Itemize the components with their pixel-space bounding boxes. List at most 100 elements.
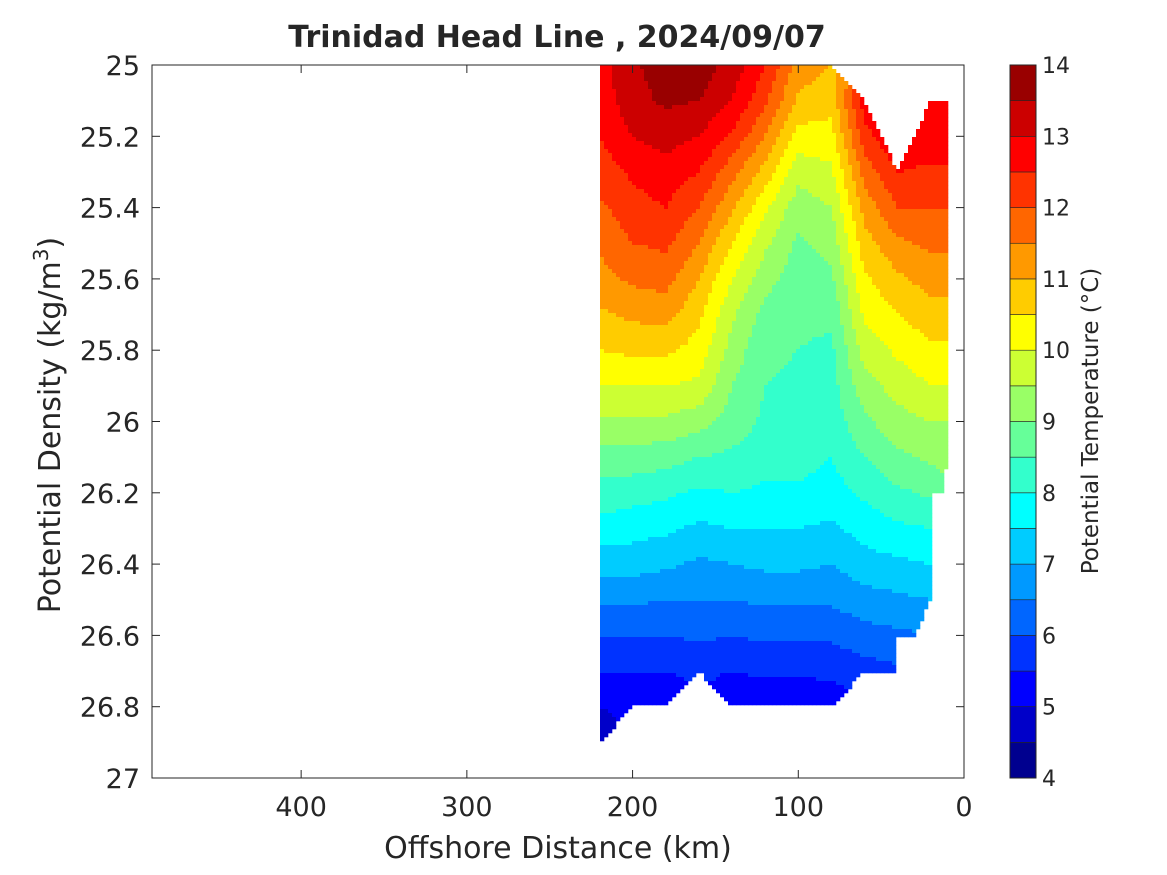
contour-cell: [612, 721, 617, 726]
contour-cell: [684, 493, 689, 498]
contour-cell: [656, 701, 661, 706]
contour-cell: [672, 329, 677, 334]
contour-cell: [616, 137, 621, 142]
contour-cell: [608, 193, 613, 198]
contour-cell: [620, 137, 625, 142]
contour-cell: [692, 553, 697, 558]
contour-cell: [720, 81, 725, 86]
contour-cell: [644, 369, 649, 374]
contour-cell: [608, 449, 613, 454]
contour-cell: [672, 653, 677, 658]
contour-cell: [656, 589, 661, 594]
contour-cell: [604, 649, 609, 654]
contour-cell: [616, 617, 621, 622]
contour-cell: [640, 341, 645, 346]
contour-cell: [616, 273, 621, 278]
contour-cell: [636, 329, 641, 334]
contour-cell: [636, 349, 641, 354]
contour-cell: [656, 321, 661, 326]
contour-cell: [624, 173, 629, 178]
contour-cell: [616, 285, 621, 290]
contour-cell: [644, 421, 649, 426]
contour-cell: [636, 577, 641, 582]
contour-cell: [600, 285, 605, 290]
contour-cell: [680, 297, 685, 302]
contour-cell: [600, 253, 605, 258]
contour-cell: [688, 569, 693, 574]
contour-cell: [660, 389, 665, 394]
contour-cell: [648, 101, 653, 106]
contour-cell: [652, 285, 657, 290]
contour-cell: [636, 101, 641, 106]
contour-cell: [664, 81, 669, 86]
contour-cell: [680, 661, 685, 666]
contour-cell: [672, 409, 677, 414]
contour-cell: [628, 273, 633, 278]
contour-cell: [648, 589, 653, 594]
contour-cell: [708, 109, 713, 114]
contour-cell: [708, 305, 713, 310]
contour-cell: [628, 241, 633, 246]
contour-cell: [628, 177, 633, 182]
contour-cell: [644, 309, 649, 314]
contour-cell: [684, 437, 689, 442]
contour-cell: [600, 413, 605, 418]
contour-cell: [636, 417, 641, 422]
contour-cell: [640, 537, 645, 542]
contour-cell: [644, 469, 649, 474]
contour-cell: [696, 77, 701, 82]
contour-cell: [636, 353, 641, 358]
contour-cell: [652, 121, 657, 126]
contour-cell: [612, 425, 617, 430]
contour-cell: [720, 621, 725, 626]
contour-cell: [656, 665, 661, 670]
contour-cell: [632, 313, 637, 318]
contour-cell: [656, 609, 661, 614]
contour-cell: [696, 573, 701, 578]
contour-cell: [684, 405, 689, 410]
contour-cell: [632, 417, 637, 422]
contour-cell: [684, 209, 689, 214]
contour-cell: [668, 325, 673, 330]
contour-cell: [640, 465, 645, 470]
contour-cell: [616, 565, 621, 570]
contour-cell: [620, 261, 625, 266]
contour-cell: [668, 373, 673, 378]
contour-cell: [704, 609, 709, 614]
contour-cell: [688, 69, 693, 74]
contour-cell: [604, 633, 609, 638]
contour-cell: [620, 349, 625, 354]
contour-cell: [628, 317, 633, 322]
contour-cell: [660, 385, 665, 390]
contour-cell: [704, 121, 709, 126]
contour-cell: [708, 65, 713, 70]
contour-cell: [692, 557, 697, 562]
contour-cell: [712, 397, 717, 402]
contour-cell: [688, 453, 693, 458]
contour-cell: [660, 465, 665, 470]
contour-cell: [700, 201, 705, 206]
contour-cell: [712, 485, 717, 490]
contour-cell: [648, 73, 653, 78]
contour-cell: [612, 709, 617, 714]
contour-cell: [624, 709, 629, 714]
contour-cell: [700, 309, 705, 314]
contour-cell: [608, 341, 613, 346]
contour-cell: [680, 561, 685, 566]
contour-cell: [664, 261, 669, 266]
contour-cell: [716, 313, 721, 318]
contour-cell: [616, 341, 621, 346]
contour-cell: [616, 405, 621, 410]
contour-cell: [700, 169, 705, 174]
contour-cell: [652, 521, 657, 526]
contour-cell: [616, 133, 621, 138]
contour-cell: [632, 621, 637, 626]
contour-cell: [652, 169, 657, 174]
contour-cell: [676, 473, 681, 478]
contour-cell: [644, 137, 649, 142]
contour-cell: [684, 257, 689, 262]
contour-cell: [684, 373, 689, 378]
contour-cell: [656, 177, 661, 182]
contour-cell: [612, 321, 617, 326]
contour-cell: [652, 73, 657, 78]
